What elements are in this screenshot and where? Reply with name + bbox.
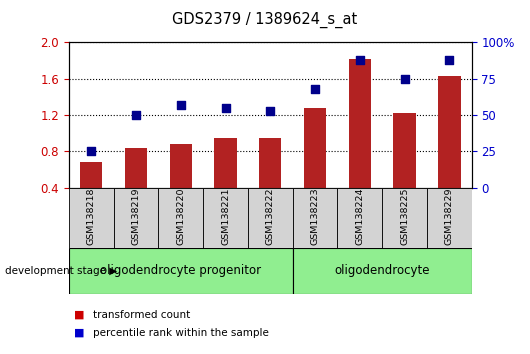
Bar [113, 188, 158, 248]
Bar [349, 59, 371, 188]
Bar [170, 144, 192, 188]
Text: GSM138225: GSM138225 [400, 188, 409, 245]
Bar [214, 138, 237, 188]
Bar [338, 188, 382, 248]
Text: percentile rank within the sample: percentile rank within the sample [93, 328, 269, 338]
Text: ■: ■ [74, 310, 85, 320]
Point [400, 76, 409, 81]
Text: GSM138220: GSM138220 [176, 188, 186, 245]
Bar [125, 148, 147, 188]
Text: oligodendrocyte progenitor: oligodendrocyte progenitor [100, 264, 261, 277]
Text: GSM138229: GSM138229 [445, 188, 454, 245]
Point [132, 112, 140, 118]
Bar [158, 188, 203, 248]
Bar [248, 188, 293, 248]
Text: ■: ■ [74, 328, 85, 338]
Text: development stage ▶: development stage ▶ [5, 266, 118, 276]
Bar [393, 113, 416, 188]
Bar [293, 248, 472, 294]
Text: transformed count: transformed count [93, 310, 190, 320]
Bar [438, 76, 461, 188]
Bar [69, 188, 113, 248]
Text: GSM138224: GSM138224 [355, 188, 364, 245]
Text: oligodendrocyte: oligodendrocyte [334, 264, 430, 277]
Point [356, 57, 364, 63]
Bar [382, 188, 427, 248]
Point [445, 57, 454, 63]
Bar [259, 138, 281, 188]
Bar [427, 188, 472, 248]
Text: GSM138221: GSM138221 [221, 188, 230, 245]
Bar [293, 188, 338, 248]
Point [311, 86, 319, 92]
Point [176, 102, 185, 108]
Text: GSM138219: GSM138219 [131, 188, 140, 245]
Text: GSM138218: GSM138218 [87, 188, 96, 245]
Text: GSM138222: GSM138222 [266, 188, 275, 245]
Bar [304, 108, 326, 188]
Bar [80, 162, 102, 188]
Point [266, 108, 275, 114]
Point [222, 105, 230, 110]
Text: GSM138223: GSM138223 [311, 188, 320, 245]
Bar [69, 248, 293, 294]
Bar [203, 188, 248, 248]
Text: GDS2379 / 1389624_s_at: GDS2379 / 1389624_s_at [172, 11, 358, 28]
Point [87, 149, 95, 154]
